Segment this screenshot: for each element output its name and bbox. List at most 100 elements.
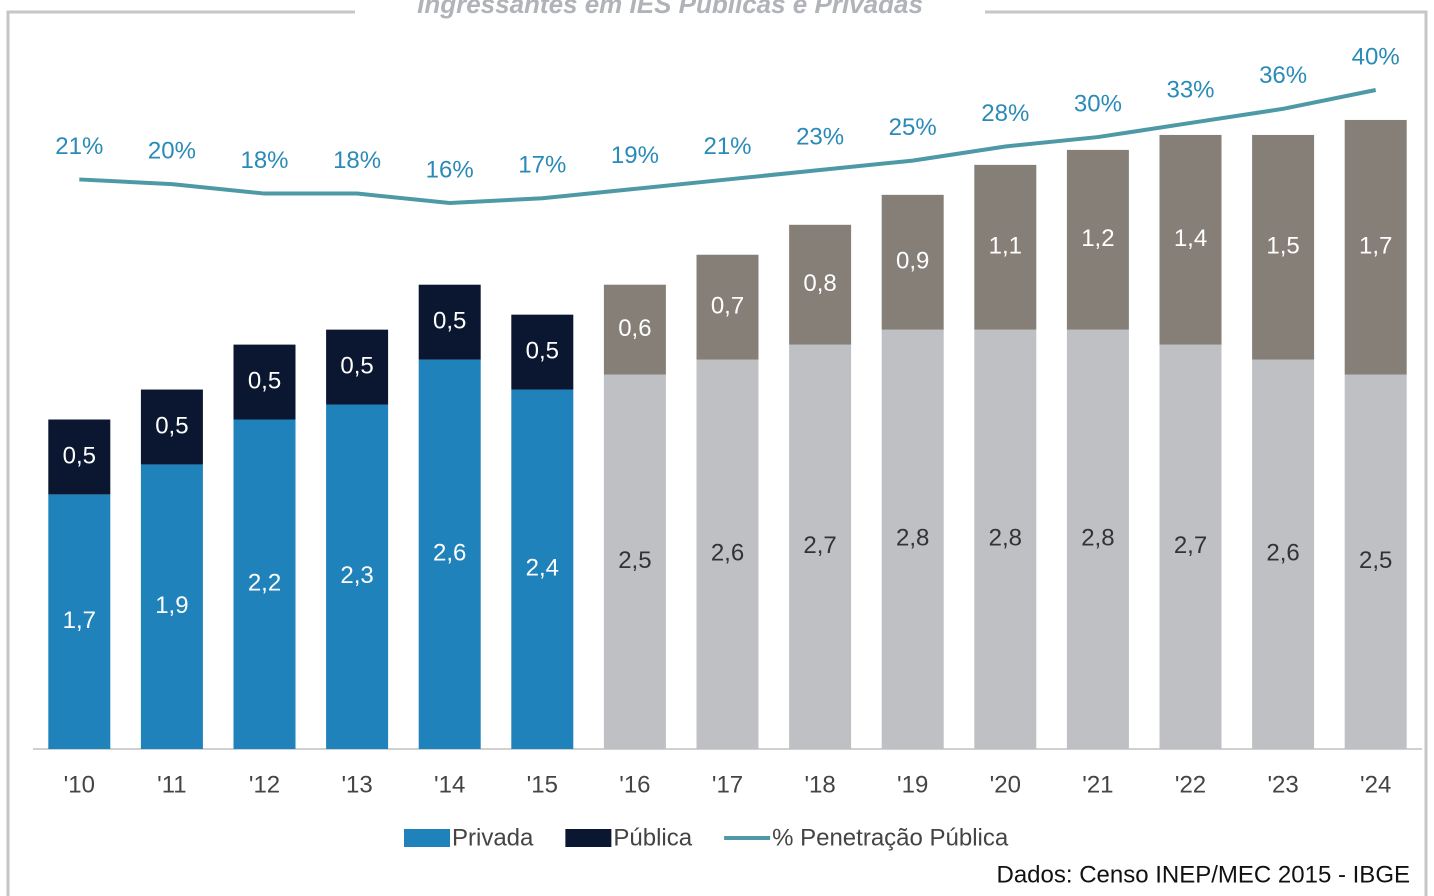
line-value-label: 23% xyxy=(796,123,844,150)
line-value-label: 21% xyxy=(703,133,751,160)
bar-segment xyxy=(974,329,1037,749)
bar-value-label: 2,5 xyxy=(618,547,651,574)
bar-value-label: 2,7 xyxy=(803,532,836,559)
bar-value-label: 2,7 xyxy=(1174,532,1207,559)
bar-value-label: 0,8 xyxy=(803,270,836,297)
x-tick-label: '16 xyxy=(619,771,650,798)
x-tick-label: '19 xyxy=(897,771,928,798)
bar-value-label: 0,5 xyxy=(433,307,466,334)
line-value-label: 20% xyxy=(148,137,196,164)
bar-value-label: 2,8 xyxy=(896,525,929,552)
bar-value-label: 0,7 xyxy=(711,293,744,320)
bar-segment xyxy=(696,254,759,360)
line-value-label: 18% xyxy=(333,147,381,174)
bar-segment xyxy=(1344,374,1407,749)
bar-segment xyxy=(1066,149,1129,330)
bar-value-label: 1,9 xyxy=(155,592,188,619)
bar-segment xyxy=(789,344,852,749)
line-value-label: 36% xyxy=(1259,62,1307,89)
bar-segment xyxy=(233,344,296,420)
legend-swatch xyxy=(404,829,450,847)
bar-value-label: 1,7 xyxy=(1359,233,1392,260)
bar-segment xyxy=(1159,344,1222,749)
bar-segment xyxy=(140,464,203,749)
line-value-label: 19% xyxy=(611,142,659,169)
line-value-label: 21% xyxy=(55,133,103,160)
legend-label: Pública xyxy=(613,824,692,851)
bar-value-label: 0,9 xyxy=(896,248,929,275)
x-tick-label: '13 xyxy=(341,771,372,798)
bar-value-label: 2,6 xyxy=(711,540,744,567)
x-tick-label: '20 xyxy=(990,771,1021,798)
line-series xyxy=(79,88,1377,205)
x-tick-label: '22 xyxy=(1175,771,1206,798)
x-tick-label: '21 xyxy=(1082,771,1113,798)
bar-segment xyxy=(696,359,759,749)
legend-label: % Penetração Pública xyxy=(772,824,1009,851)
x-tick-label: '12 xyxy=(249,771,280,798)
line-value-label: 17% xyxy=(518,152,566,179)
bar-segment xyxy=(418,359,481,749)
bar-value-label: 2,4 xyxy=(526,555,559,582)
bar-segment xyxy=(511,314,574,390)
bar-value-label: 0,5 xyxy=(248,367,281,394)
x-tick-label: '24 xyxy=(1360,771,1391,798)
bar-segment xyxy=(603,284,666,375)
bar-value-label: 2,2 xyxy=(248,570,281,597)
x-tick-label: '17 xyxy=(712,771,743,798)
bar-value-label: 0,6 xyxy=(618,315,651,342)
line-value-label: 28% xyxy=(981,100,1029,127)
x-tick-label: '14 xyxy=(434,771,465,798)
bar-segment xyxy=(1344,119,1407,375)
line-value-label: 40% xyxy=(1352,43,1400,70)
bar-segment xyxy=(326,404,389,749)
bar-segment xyxy=(140,389,203,465)
line-value-label: 16% xyxy=(426,156,474,183)
legend-label: Privada xyxy=(452,824,534,851)
line-value-label: 25% xyxy=(889,114,937,141)
bar-segment xyxy=(1066,329,1129,749)
bar-segment xyxy=(789,224,852,345)
bar-value-label: 2,8 xyxy=(1081,525,1114,552)
bar-value-label: 1,5 xyxy=(1266,233,1299,260)
legend-swatch xyxy=(565,829,612,847)
x-tick-label: '23 xyxy=(1267,771,1298,798)
chart-title: Ingressantes em IES Públicas e Privadas xyxy=(417,0,923,19)
bar-segment xyxy=(881,194,944,330)
x-tick-label: '10 xyxy=(64,771,95,798)
bar-value-label: 1,7 xyxy=(63,607,96,634)
bar-value-label: 2,6 xyxy=(433,540,466,567)
bar-segment xyxy=(233,419,296,749)
bar-segment xyxy=(418,284,481,360)
bar-value-label: 2,5 xyxy=(1359,547,1392,574)
bar-segment xyxy=(326,329,389,405)
bar-segment xyxy=(48,494,111,749)
bar-segment xyxy=(603,374,666,749)
bar-segment xyxy=(48,419,111,495)
bar-segment xyxy=(1252,359,1315,749)
line-value-label: 30% xyxy=(1074,90,1122,117)
bar-value-label: 0,5 xyxy=(340,352,373,379)
bar-segment xyxy=(974,164,1037,330)
line-value-label: 33% xyxy=(1166,76,1214,103)
bar-value-label: 1,1 xyxy=(989,233,1022,260)
bar-value-label: 2,6 xyxy=(1266,540,1299,567)
bar-value-label: 0,5 xyxy=(63,442,96,469)
line-value-label: 18% xyxy=(240,147,288,174)
x-tick-label: '11 xyxy=(157,771,187,798)
bar-segment xyxy=(1159,134,1222,345)
bar-value-label: 0,5 xyxy=(526,337,559,364)
bar-value-label: 2,3 xyxy=(340,562,373,589)
bar-segment xyxy=(881,329,944,749)
source-note: Dados: Censo INEP/MEC 2015 - IBGE xyxy=(996,861,1410,888)
bar-value-label: 1,2 xyxy=(1081,225,1114,252)
bar-segment xyxy=(511,389,574,749)
frame xyxy=(6,10,1428,896)
x-tick-label: '15 xyxy=(527,771,558,798)
bar-value-label: 2,8 xyxy=(989,525,1022,552)
x-tick-label: '18 xyxy=(804,771,835,798)
bar-value-label: 1,4 xyxy=(1174,225,1207,252)
bar-segment xyxy=(1252,134,1315,360)
bar-value-label: 0,5 xyxy=(155,412,188,439)
